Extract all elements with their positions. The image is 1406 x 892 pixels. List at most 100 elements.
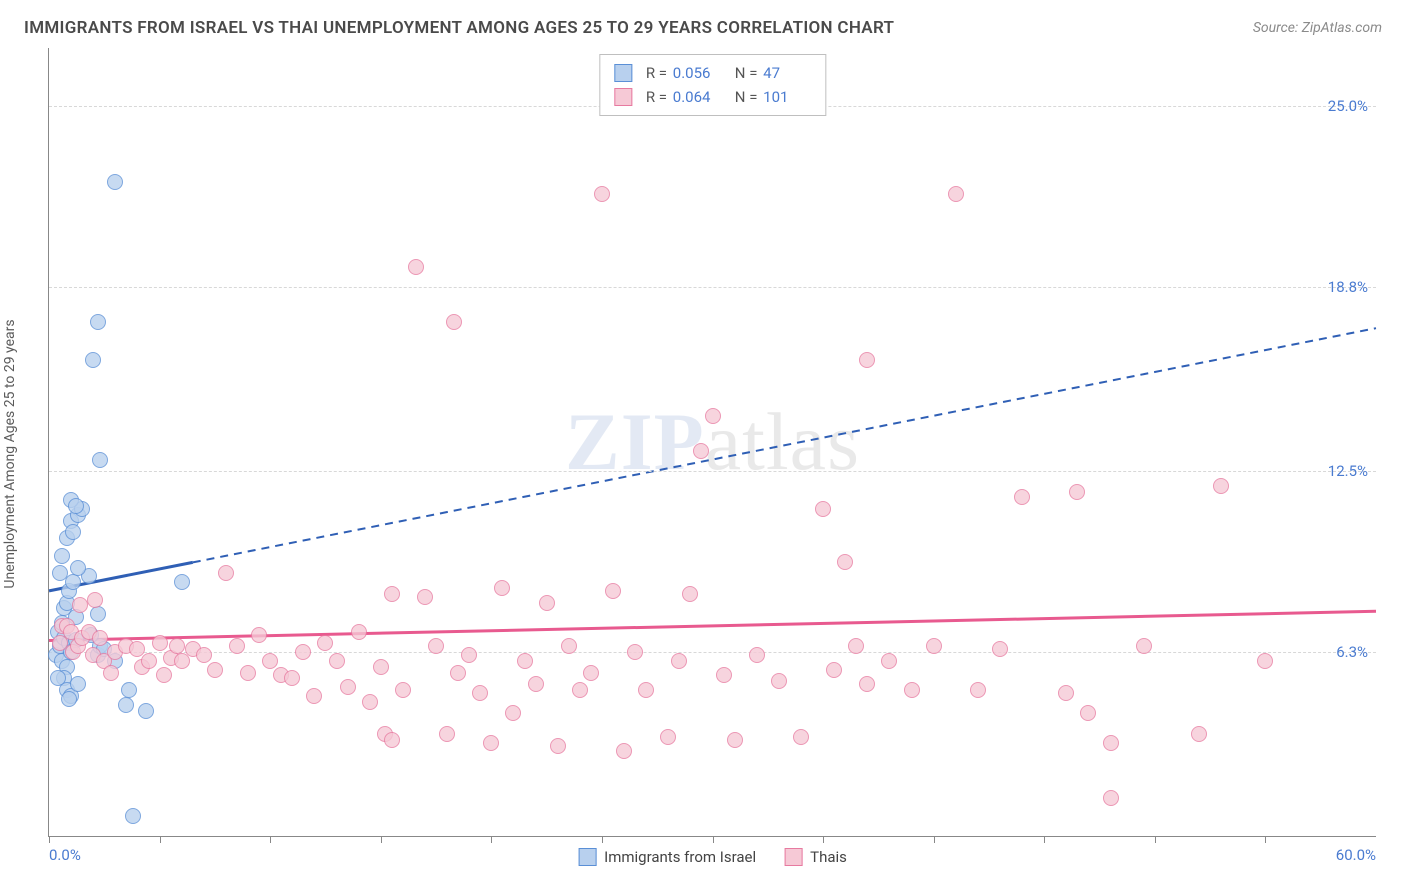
data-point-israel xyxy=(52,565,68,581)
source-attribution: Source: ZipAtlas.com xyxy=(1253,20,1382,36)
data-point-israel xyxy=(90,314,106,330)
x-tick xyxy=(823,836,824,843)
data-point-thai xyxy=(561,638,577,654)
x-tick xyxy=(1155,836,1156,843)
data-point-thai xyxy=(716,667,732,683)
data-point-thai xyxy=(408,259,424,275)
data-point-thai xyxy=(446,314,462,330)
stat-r-label-1: R = xyxy=(646,88,667,106)
data-point-thai xyxy=(295,644,311,660)
data-point-thai xyxy=(539,595,555,611)
watermark-left: ZIP xyxy=(565,396,705,487)
data-point-thai xyxy=(240,665,256,681)
chart-container: IMMIGRANTS FROM ISRAEL VS THAI UNEMPLOYM… xyxy=(0,0,1406,892)
data-point-thai xyxy=(682,586,698,602)
data-point-thai xyxy=(528,676,544,692)
data-point-thai xyxy=(156,667,172,683)
data-point-thai xyxy=(169,638,185,654)
stat-n-value-1: 101 xyxy=(763,85,811,109)
data-point-israel xyxy=(70,560,86,576)
data-point-israel xyxy=(174,574,190,590)
data-point-thai xyxy=(837,554,853,570)
data-point-thai xyxy=(384,586,400,602)
data-point-thai xyxy=(251,627,267,643)
data-point-thai xyxy=(771,673,787,689)
data-point-thai xyxy=(517,653,533,669)
x-axis-max-label: 60.0% xyxy=(1336,846,1376,864)
stat-n-label-1: N = xyxy=(735,88,758,106)
data-point-israel xyxy=(70,676,86,692)
data-point-thai xyxy=(638,682,654,698)
data-point-thai xyxy=(207,662,223,678)
legend-series-label-1: Thais xyxy=(810,848,847,866)
data-point-thai xyxy=(218,565,234,581)
data-point-thai xyxy=(1213,478,1229,494)
data-point-israel xyxy=(85,352,101,368)
data-point-thai xyxy=(450,665,466,681)
data-point-thai xyxy=(92,630,108,646)
data-point-thai xyxy=(340,679,356,695)
data-point-thai xyxy=(417,589,433,605)
data-point-thai xyxy=(660,729,676,745)
data-point-thai xyxy=(72,597,88,613)
y-tick-label: 12.5% xyxy=(1328,462,1368,480)
x-tick xyxy=(713,836,714,843)
data-point-thai xyxy=(351,624,367,640)
data-point-thai xyxy=(505,705,521,721)
x-tick xyxy=(381,836,382,843)
data-point-thai xyxy=(594,186,610,202)
data-point-thai xyxy=(693,443,709,459)
data-point-thai xyxy=(948,186,964,202)
data-point-israel xyxy=(107,174,123,190)
data-point-thai xyxy=(439,726,455,742)
data-point-thai xyxy=(1103,790,1119,806)
data-point-israel xyxy=(54,548,70,564)
legend-series-item-1: Thais xyxy=(784,848,847,866)
data-point-thai xyxy=(284,670,300,686)
legend-series-swatch-1 xyxy=(784,848,802,866)
chart-title: IMMIGRANTS FROM ISRAEL VS THAI UNEMPLOYM… xyxy=(24,18,894,38)
x-axis-origin-label: 0.0% xyxy=(49,846,81,864)
legend-stats-row-0: R = 0.056 N = 47 xyxy=(614,61,811,85)
data-point-thai xyxy=(329,653,345,669)
data-point-thai xyxy=(992,641,1008,657)
data-point-thai xyxy=(1257,653,1273,669)
plot-area: ZIPatlas R = 0.056 N = 47 R = 0.064 N = … xyxy=(48,48,1376,837)
legend-stats: R = 0.056 N = 47 R = 0.064 N = 101 xyxy=(599,54,826,116)
x-tick xyxy=(1044,836,1045,843)
x-tick xyxy=(1265,836,1266,843)
data-point-thai xyxy=(196,647,212,663)
legend-swatch-1 xyxy=(614,88,632,106)
x-tick xyxy=(602,836,603,843)
data-point-thai xyxy=(904,682,920,698)
x-tick xyxy=(270,836,271,843)
y-tick-label: 6.3% xyxy=(1336,643,1368,661)
data-point-thai xyxy=(494,580,510,596)
data-point-thai xyxy=(1058,685,1074,701)
gridline xyxy=(49,471,1376,472)
stat-n-value-0: 47 xyxy=(763,61,811,85)
trend-lines xyxy=(49,48,1376,836)
y-tick-label: 25.0% xyxy=(1328,97,1368,115)
data-point-israel xyxy=(65,524,81,540)
legend-series-swatch-0 xyxy=(578,848,596,866)
trend-line-dashed-israel xyxy=(193,328,1376,562)
legend-series-item-0: Immigrants from Israel xyxy=(578,848,756,866)
x-tick xyxy=(160,836,161,843)
data-point-thai xyxy=(384,732,400,748)
x-tick xyxy=(49,836,50,843)
legend-series: Immigrants from Israel Thais xyxy=(578,848,847,866)
data-point-thai xyxy=(572,682,588,698)
data-point-thai xyxy=(859,352,875,368)
data-point-thai xyxy=(1080,705,1096,721)
stat-r-value-0: 0.056 xyxy=(673,61,721,85)
data-point-thai xyxy=(262,653,278,669)
data-point-israel xyxy=(118,697,134,713)
data-point-thai xyxy=(881,653,897,669)
data-point-thai xyxy=(550,738,566,754)
watermark-right: atlas xyxy=(705,396,860,487)
data-point-thai xyxy=(428,638,444,654)
legend-series-label-0: Immigrants from Israel xyxy=(604,848,756,866)
data-point-thai xyxy=(926,638,942,654)
data-point-thai xyxy=(229,638,245,654)
